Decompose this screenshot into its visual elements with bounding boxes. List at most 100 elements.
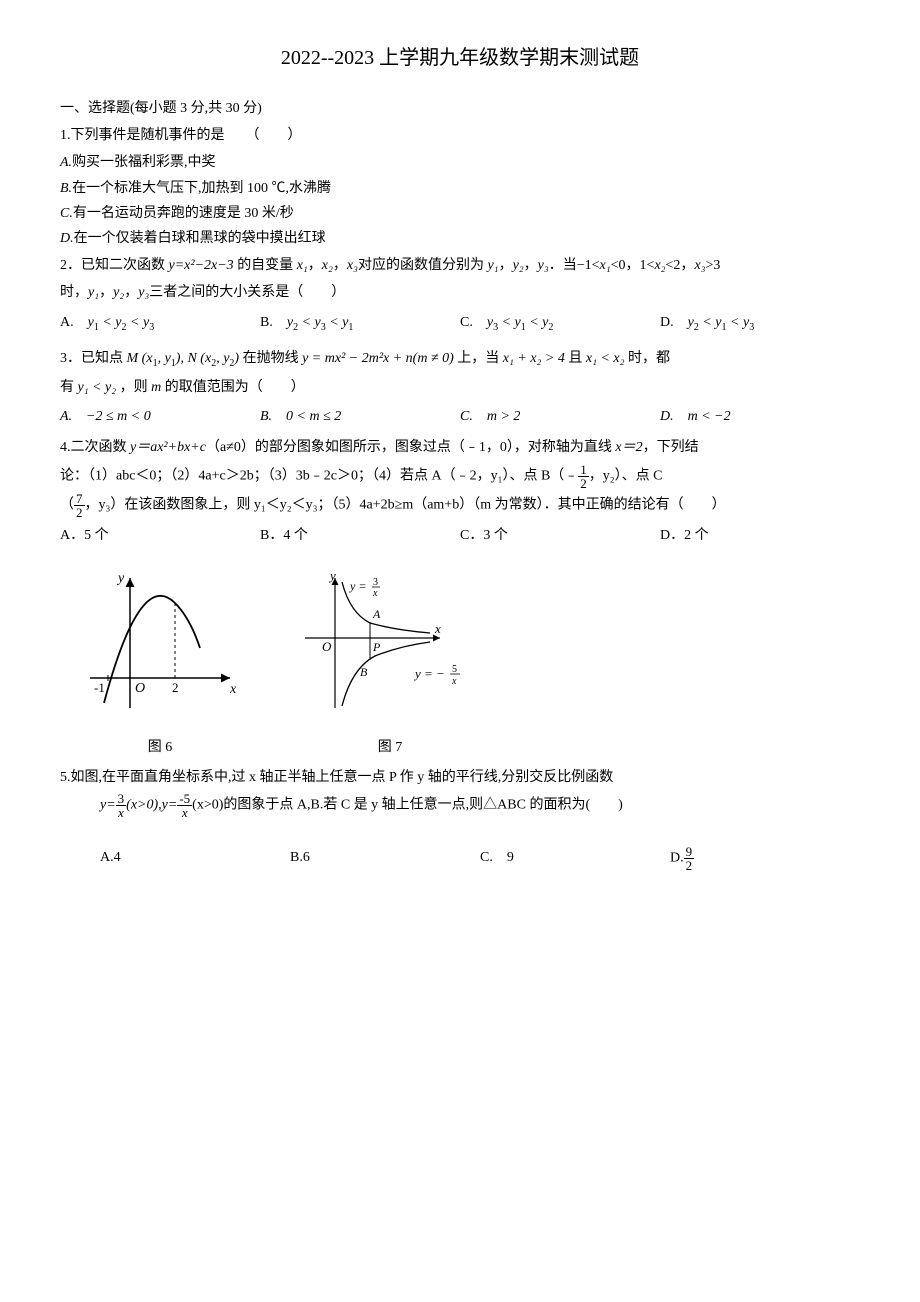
q2-c-math: y3 < y1 < y2: [487, 315, 554, 330]
q5-choices: A.4 B.6 C. 9 D.92: [60, 845, 860, 872]
q5-f2-num: -5: [177, 792, 192, 806]
q2-stem-line2: 时，y₁，y₂，y₃三者之间的大小关系是（ ）: [60, 280, 860, 305]
q3-choice-a: A. −2 ≤ m < 0: [60, 404, 260, 429]
q5-choice-b: B.6: [290, 845, 480, 872]
q4-stem-line1: 4.二次函数 y＝ax²+bx+c（a≠0）的部分图象如图所示，图象过点（﹣1，…: [60, 435, 860, 460]
q5-frac1: 3x: [116, 792, 127, 819]
q4-l2-end: ，y₂）、点 C: [589, 468, 663, 483]
q1-option-c: C.有一名运动员奔跑的速度是 30 米/秒: [60, 201, 860, 226]
q2-eq: y=x²−2x−3: [169, 258, 234, 273]
q3-t1: 3．已知点: [60, 351, 127, 366]
q5-choice-a: A.4: [100, 845, 290, 872]
q4-choice-c: C．3 个: [460, 523, 660, 548]
q5-f2-den: x: [177, 806, 192, 819]
figure-6: x y O -1 2 图 6: [80, 568, 240, 760]
q3-t2: 在抛物线: [239, 351, 302, 366]
svg-text:x: x: [434, 621, 441, 636]
q4-l2-num: 1: [578, 463, 589, 477]
svg-text:2: 2: [172, 680, 179, 695]
svg-text:x: x: [229, 682, 237, 697]
q2-y3: y₃: [538, 258, 549, 273]
svg-text:O: O: [135, 681, 145, 696]
q2-y2: y₂: [513, 258, 524, 273]
q3-l2-2: ，则: [116, 380, 151, 395]
q4-t3: ，下列结: [643, 440, 699, 455]
q3-stem-line1: 3．已知点 M (x1, y1), N (x2, y2) 在抛物线 y = mx…: [60, 346, 860, 373]
q2-choice-a: A. y1 < y2 < y3: [60, 310, 260, 337]
q3-cond1: x₁ + x₂ > 4: [503, 351, 565, 366]
q2-choice-b: B. y2 < y3 < y1: [260, 310, 460, 337]
q2-c-label: C.: [460, 315, 473, 330]
section-header: 一、选择题(每小题 3 分,共 30 分): [60, 96, 860, 121]
page-title: 2022--2023 上学期九年级数学期末测试题: [60, 40, 860, 76]
q1-d-text: 在一个仅装着白球和黑球的袋中摸出红球: [74, 231, 326, 246]
q1-option-d: D.在一个仅装着白球和黑球的袋中摸出红球: [60, 226, 860, 251]
q4-l2: 论：（1）abc＜0；（2）4a+c＞2b；（3）3b﹣2c＞0；（4）若点 A…: [60, 468, 578, 483]
fig7-caption: 图 7: [300, 735, 480, 760]
q2-b-math: y2 < y3 < y1: [287, 315, 354, 330]
q2-a-math: y1 < y2 < y3: [88, 315, 155, 330]
q5-d-label: D.: [670, 851, 684, 866]
q3-m: M (x1, y1), N (x2, y2): [127, 351, 240, 366]
q1-b-text: 在一个标准大气压下,加热到 100 ℃,水沸腾: [72, 181, 331, 196]
q5-choice-c: C. 9: [480, 845, 670, 872]
q5-l2-1: y=: [100, 798, 116, 813]
q2-y3c: y₃: [138, 285, 149, 300]
q3-l2-1: 有: [60, 380, 78, 395]
q4-l2-frac: 12: [578, 463, 589, 490]
svg-text:O: O: [322, 639, 332, 654]
q2-b-label: B.: [260, 315, 273, 330]
q2-x3b: x₃: [694, 258, 705, 273]
svg-text:P: P: [372, 640, 381, 654]
svg-text:5: 5: [452, 664, 457, 675]
q4-l2-den: 2: [578, 477, 589, 490]
q5-l2-2: (x>0),y=: [126, 798, 177, 813]
q5-f1-num: 3: [116, 792, 127, 806]
q1-d-label: D.: [60, 231, 74, 246]
q2-t7: >3: [706, 258, 721, 273]
q2-a-label: A.: [60, 315, 74, 330]
q2-choice-c: C. y3 < y1 < y2: [460, 310, 660, 337]
q2-choices: A. y1 < y2 < y3 B. y2 < y3 < y1 C. y3 < …: [60, 310, 860, 337]
q3-t3: 上，当: [454, 351, 503, 366]
q2-t3: 对应的函数值分别为: [358, 258, 488, 273]
q4-choice-b: B．4 个: [260, 523, 460, 548]
svg-text:A: A: [372, 607, 381, 621]
q4-l3-2: ，y₃）在该函数图象上，则 y₁＜y₂＜y₃；（5）4a+2b≥m（am+b）（…: [85, 497, 726, 512]
q1-option-a: A.购买一张福利彩票,中奖: [60, 150, 860, 175]
q2-t5: <0，1<: [611, 258, 655, 273]
figure-6-svg: x y O -1 2: [80, 568, 240, 718]
q4-paren: （a≠0）: [206, 440, 255, 455]
q4-l3-num: 7: [74, 492, 85, 506]
q3-choices: A. −2 ≤ m < 0 B. 0 < m ≤ 2 C. m > 2 D. m…: [60, 404, 860, 429]
q5-d-frac: 92: [684, 845, 695, 872]
q5-stem-line2: y=3x(x>0),y=-5x(x>0)的图象于点 A,B.若 C 是 y 轴上…: [60, 792, 860, 819]
q1-c-text: 有一名运动员奔跑的速度是 30 米/秒: [73, 206, 294, 221]
q3-eq: y = mx² − 2m²x + n(m ≠ 0): [302, 351, 454, 366]
q4-l3-1: （: [60, 497, 74, 512]
q1-c-label: C.: [60, 206, 73, 221]
q2-t6: <2，: [666, 258, 695, 273]
q2-x1b: x₁: [600, 258, 611, 273]
q2-t2: 的自变量: [234, 258, 297, 273]
q4-eq: y＝ax²+bx+c: [130, 440, 206, 455]
q5-d-num: 9: [684, 845, 695, 859]
q2-t1: 2．已知二次函数: [60, 258, 169, 273]
q3-l2-3: 的取值范围为（ ）: [161, 380, 305, 395]
q3-cond2: x₁ < x₂: [586, 351, 625, 366]
q2-x2: x₂: [322, 258, 333, 273]
q2-t4: ．当−1<: [549, 258, 600, 273]
svg-text:-1: -1: [94, 680, 105, 695]
q2-y1c: y₁: [88, 285, 99, 300]
q2-x1: x₁: [297, 258, 308, 273]
q2-stem-line1: 2．已知二次函数 y=x²−2x−3 的自变量 x₁，x₂，x₃对应的函数值分别…: [60, 253, 860, 278]
q1-option-b: B.在一个标准大气压下,加热到 100 ℃,水沸腾: [60, 176, 860, 201]
q3-t5: 时，都: [624, 351, 670, 366]
q4-t1: 4.二次函数: [60, 440, 130, 455]
svg-text:y: y: [116, 571, 125, 586]
q5-choice-d: D.92: [670, 845, 860, 872]
q5-d-den: 2: [684, 859, 695, 872]
svg-text:x: x: [372, 588, 378, 599]
q3-choice-c: C. m > 2: [460, 404, 660, 429]
svg-text:y =: y =: [349, 579, 366, 593]
